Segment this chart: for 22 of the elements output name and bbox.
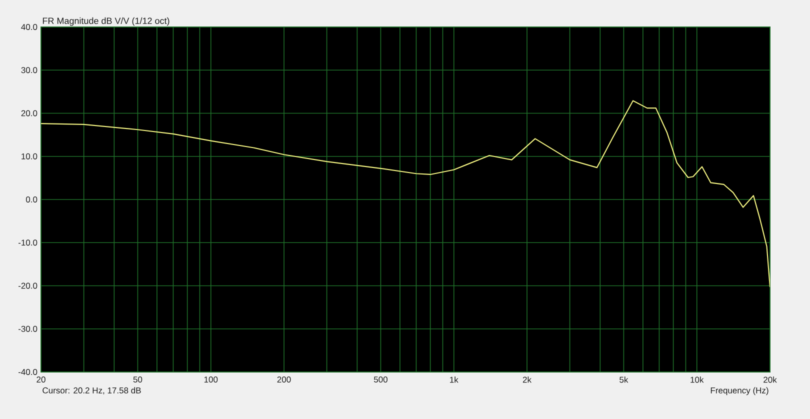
y-tick-label: 30.0 bbox=[21, 67, 38, 74]
y-tick-label: -10.0 bbox=[18, 240, 38, 246]
x-tick-label: 100 bbox=[204, 376, 218, 383]
y-tick-label: 10.0 bbox=[22, 153, 38, 160]
y-tick-label: 0.0 bbox=[26, 196, 38, 202]
x-tick-label: 2k bbox=[522, 376, 532, 383]
x-tick-label: 200 bbox=[277, 376, 291, 383]
x-tick-label: 10k bbox=[690, 376, 704, 383]
x-tick-label: 1k bbox=[450, 376, 458, 383]
y-tick-label: -40.0 bbox=[18, 368, 38, 375]
x-axis-title: Frequency (Hz) bbox=[710, 387, 768, 396]
chart-title: FR Magnitude dB V/V (1/12 oct) bbox=[42, 17, 170, 26]
y-tick-label: 40.0 bbox=[21, 24, 38, 30]
x-tick-label: 500 bbox=[374, 376, 388, 383]
x-tick-label: 5k bbox=[620, 376, 628, 383]
y-tick-label: -30.0 bbox=[18, 326, 38, 332]
y-tick-label: -20.0 bbox=[18, 282, 38, 289]
y-tick-label: 20.0 bbox=[21, 110, 38, 116]
x-tick-label: 50 bbox=[133, 376, 142, 383]
x-tick-label: 20 bbox=[36, 376, 46, 383]
x-tick-label: 20k bbox=[764, 376, 777, 383]
text: Cursor: 20.2 Hz, 17.58 dB bbox=[42, 387, 141, 394]
